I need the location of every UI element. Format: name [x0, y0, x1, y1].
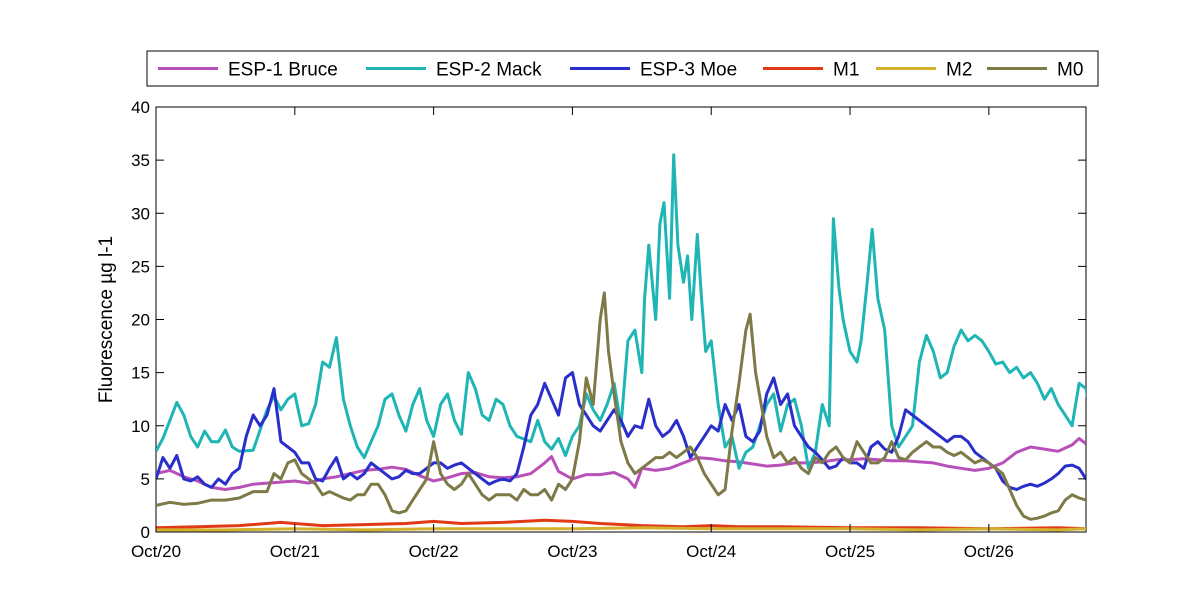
x-tick-label: Oct/26: [964, 542, 1014, 561]
x-tick-label: Oct/24: [686, 542, 736, 561]
y-axis-label: Fluorescence µg l-1: [96, 236, 117, 403]
series-line-esp-2-mack: [156, 153, 1086, 470]
series-line-esp-3-moe: [156, 371, 1086, 491]
y-tick-label: 10: [131, 417, 150, 436]
y-tick-label: 35: [131, 151, 150, 170]
y-tick-label: 40: [131, 98, 150, 117]
x-tick-label: Oct/23: [547, 542, 597, 561]
ticks-layer: 0 5 10 15 20 25 30 35 40 Oct/20 Oct/21 Oct/22 Oct/23…: [131, 98, 1086, 561]
y-tick-label: 25: [131, 257, 150, 276]
x-tick-label: Oct/22: [409, 542, 459, 561]
y-tick-label: 30: [131, 204, 150, 223]
legend-label: ESP-3 Moe: [640, 60, 737, 81]
plot-frame: [155, 106, 1087, 533]
legend-label: M0: [1057, 60, 1083, 81]
y-tick-label: 5: [141, 470, 150, 489]
x-tick-label: Oct/21: [270, 542, 320, 561]
x-tick-label: Oct/20: [131, 542, 181, 561]
legend-label: M2: [946, 60, 972, 81]
y-tick-label: 15: [131, 364, 150, 383]
series-line-m0: [156, 291, 1086, 521]
x-tick-label: Oct/25: [825, 542, 875, 561]
y-tick-label: 0: [141, 523, 150, 542]
legend-label: ESP-2 Mack: [436, 60, 542, 81]
legend: ESP-1 Bruce ESP-2 Mack ESP-3 Moe M1 M2 M0: [146, 50, 1099, 87]
legend-label: M1: [833, 60, 859, 81]
legend-label: ESP-1 Bruce: [228, 60, 338, 81]
y-tick-label: 20: [131, 311, 150, 330]
plot-area: 0 5 10 15 20 25 30 35 40 Oct/20 Oct/21 Oct/22 Oct/23…: [131, 98, 1087, 561]
series-layer: [156, 153, 1086, 532]
series-line-m2: [156, 526, 1086, 532]
